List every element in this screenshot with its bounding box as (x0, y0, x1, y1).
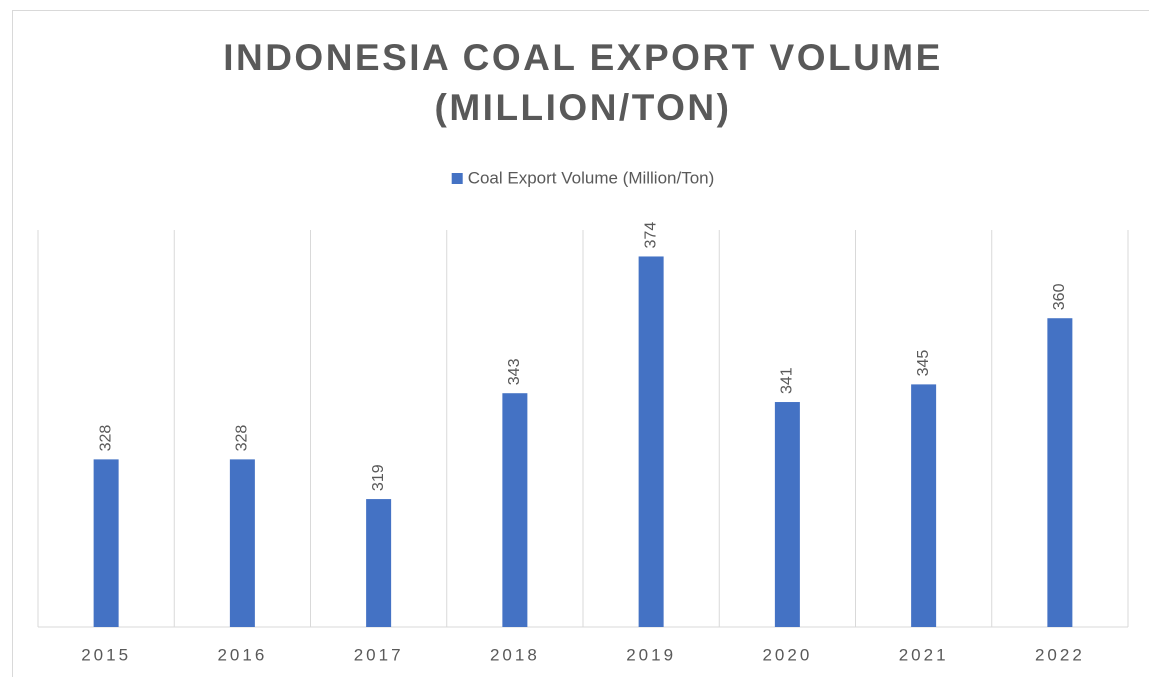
x-tick-label: 2019 (626, 645, 676, 664)
data-label: 374 (642, 222, 659, 249)
data-label: 345 (915, 350, 932, 377)
data-label: 319 (370, 464, 387, 491)
bar (775, 402, 800, 627)
bar (639, 256, 664, 627)
bar (1047, 318, 1072, 627)
x-tick-label: 2015 (81, 645, 131, 664)
legend-label: Coal Export Volume (Million/Ton) (468, 168, 715, 187)
chart-title: INDONESIA COAL EXPORT VOLUME (223, 37, 943, 78)
bar (94, 459, 119, 627)
data-label: 341 (779, 367, 796, 394)
x-tick-label: 2018 (490, 645, 540, 664)
bar (366, 499, 391, 627)
bar (230, 459, 255, 627)
x-tick-label: 2020 (762, 645, 812, 664)
x-tick-label: 2016 (217, 645, 267, 664)
bar (911, 384, 936, 627)
data-label: 343 (506, 358, 523, 385)
x-tick-label: 2022 (1035, 645, 1085, 664)
x-tick-label: 2017 (354, 645, 404, 664)
bar (502, 393, 527, 627)
legend-swatch (452, 173, 463, 184)
chart-title: (MILLION/TON) (435, 87, 732, 128)
data-label: 360 (1051, 283, 1068, 310)
data-label: 328 (97, 425, 114, 452)
data-label: 328 (234, 425, 251, 452)
x-tick-label: 2021 (899, 645, 949, 664)
